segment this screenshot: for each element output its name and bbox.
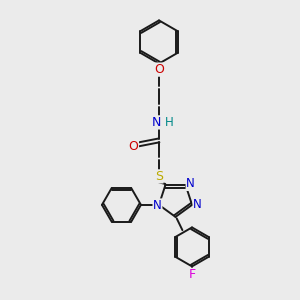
Text: N: N	[152, 116, 162, 129]
Text: N: N	[186, 177, 195, 190]
Text: N: N	[193, 198, 202, 212]
Text: O: O	[129, 140, 138, 154]
Text: H: H	[164, 116, 173, 129]
Text: F: F	[188, 268, 196, 281]
Text: S: S	[155, 170, 163, 183]
Text: N: N	[153, 199, 162, 212]
Text: O: O	[154, 63, 164, 76]
